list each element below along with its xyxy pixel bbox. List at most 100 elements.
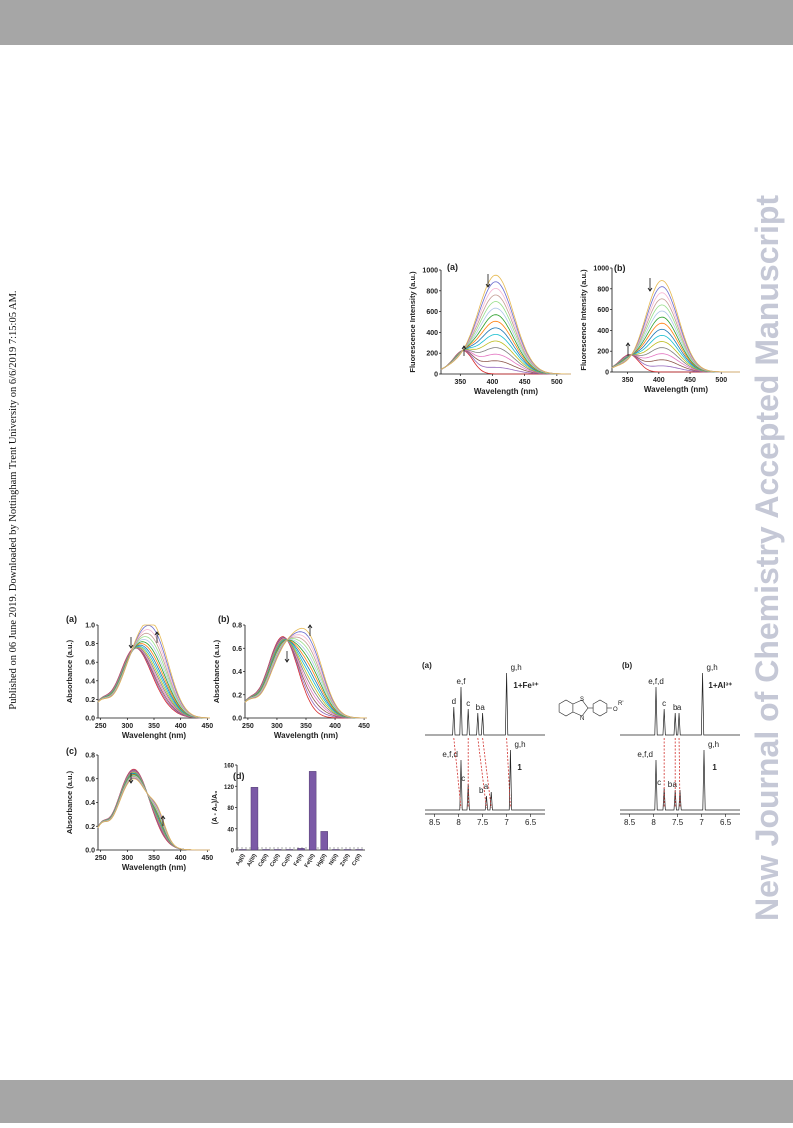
y-tick-label: 0.8 [232, 623, 242, 630]
peak-label: e,f,d [442, 750, 458, 759]
y-tick-label: 800 [597, 286, 609, 293]
x-axis-label: Wavelenght (nm) [122, 731, 186, 740]
peak-label: c [466, 699, 470, 708]
spectrum-label: 1+Al³⁺ [708, 681, 732, 690]
y-tick-label: 0.8 [85, 753, 95, 760]
peak-label: b [673, 703, 678, 712]
arrow-head [307, 624, 313, 629]
x-tick-label: 8.5 [624, 818, 636, 827]
y-axis-label: (A - A₀)/A₀ [212, 791, 219, 825]
y-axis-label: Absorbance (a.u.) [65, 770, 74, 834]
y-tick-label: 0.0 [232, 716, 242, 723]
spectrum-curve [440, 347, 571, 375]
y-tick-label: 600 [426, 309, 438, 316]
peak-label: e,f,d [637, 750, 653, 759]
y-tick-label: 0 [605, 370, 609, 377]
shift-link [453, 737, 462, 809]
spectrum-curve [611, 334, 740, 373]
y-tick-label: 1000 [593, 266, 609, 273]
x-tick-label: 7.5 [477, 818, 489, 827]
y-tick-label: 0.2 [85, 697, 95, 704]
x-tick-label: 350 [622, 377, 634, 384]
spectrum-curve [97, 645, 211, 719]
peak-label: b [476, 703, 481, 712]
peak-label: g,h [514, 740, 525, 749]
shift-link [482, 737, 492, 809]
y-tick-label: 0.2 [85, 824, 95, 831]
arrow-head [461, 345, 467, 350]
bar [320, 831, 328, 851]
footer-bar [0, 1080, 793, 1123]
bar [274, 849, 282, 851]
y-tick-label: 0.0 [85, 848, 95, 855]
spectrum-label: 1 [517, 763, 522, 772]
peak-label: g,h [708, 740, 719, 749]
spectrum-curve [440, 274, 571, 375]
y-tick-label: 0.2 [232, 692, 242, 699]
x-tick-label: 6.5 [525, 818, 537, 827]
y-tick-label: 1.0 [85, 623, 95, 630]
spectrum-curve [97, 646, 210, 719]
x-tick-label: 7 [504, 818, 509, 827]
peak-label: c [662, 699, 666, 708]
y-axis-label: Absorbance (a.u.) [212, 639, 221, 703]
spectrum-curve [244, 639, 367, 719]
y-tick-label: 120 [224, 785, 235, 791]
x-tick-label: 450 [201, 855, 213, 862]
atom-label: S [580, 697, 584, 703]
y-axis-label: Fluorescence Intensity (a.u.) [408, 271, 417, 373]
nmr-spectrum [425, 672, 545, 736]
x-tick-label: 250 [242, 723, 254, 730]
x-tick-label: 500 [551, 379, 563, 386]
arrow-head [160, 815, 166, 820]
x-tick-label: 400 [653, 377, 665, 384]
bar [285, 849, 294, 851]
bar [343, 849, 352, 851]
y-tick-label: 1000 [422, 268, 438, 275]
y-tick-label: 400 [597, 328, 609, 335]
spectrum-curve [440, 320, 571, 375]
spectrum-curve [611, 310, 740, 373]
x-tick-label: 8 [456, 818, 461, 827]
spectrum-curve [611, 353, 740, 373]
panel-label: (d) [233, 771, 245, 781]
x-tick-label: 7 [699, 818, 704, 827]
atom-label: R' [618, 701, 623, 707]
bar [332, 849, 340, 851]
spectrum-curve [611, 292, 740, 373]
x-tick-label: Ag(I) [235, 853, 247, 867]
y-tick-label: 80 [227, 806, 234, 812]
panel-label: (c) [66, 746, 77, 756]
spectrum-curve [244, 637, 367, 719]
spectrum-curve [97, 778, 210, 851]
arrow-head [485, 283, 491, 288]
x-tick-label: 250 [95, 723, 107, 730]
arrow-head [154, 631, 160, 636]
spectrum-curve [611, 354, 740, 373]
peak-label: e,f [457, 677, 467, 686]
spectrum-curve [97, 629, 210, 719]
arrow-head [128, 779, 134, 784]
x-tick-label: 400 [175, 855, 187, 862]
x-tick-label: 400 [487, 379, 499, 386]
axis-frame [440, 270, 571, 375]
x-tick-label: 450 [684, 377, 696, 384]
spectrum-curve [97, 647, 210, 719]
x-tick-label: Cu(II) [281, 853, 293, 868]
x-tick-label: 250 [95, 855, 107, 862]
spectrum-curve [244, 636, 367, 719]
nmr-spectrum [620, 749, 740, 811]
x-tick-label: 400 [329, 723, 341, 730]
shift-link [506, 737, 511, 809]
watermark: New Journal of Chemistry Accepted Manusc… [749, 195, 785, 921]
x-axis-label: Wavelength (nm) [474, 387, 538, 396]
x-tick-label: 350 [454, 379, 466, 386]
x-tick-label: 450 [358, 723, 370, 730]
x-tick-label: 8 [651, 818, 656, 827]
y-tick-label: 0.4 [85, 678, 95, 685]
y-tick-label: 160 [224, 764, 235, 770]
y-tick-label: 0 [231, 849, 235, 855]
y-axis-label: Fluorescence Intensity (a.u.) [579, 269, 588, 371]
